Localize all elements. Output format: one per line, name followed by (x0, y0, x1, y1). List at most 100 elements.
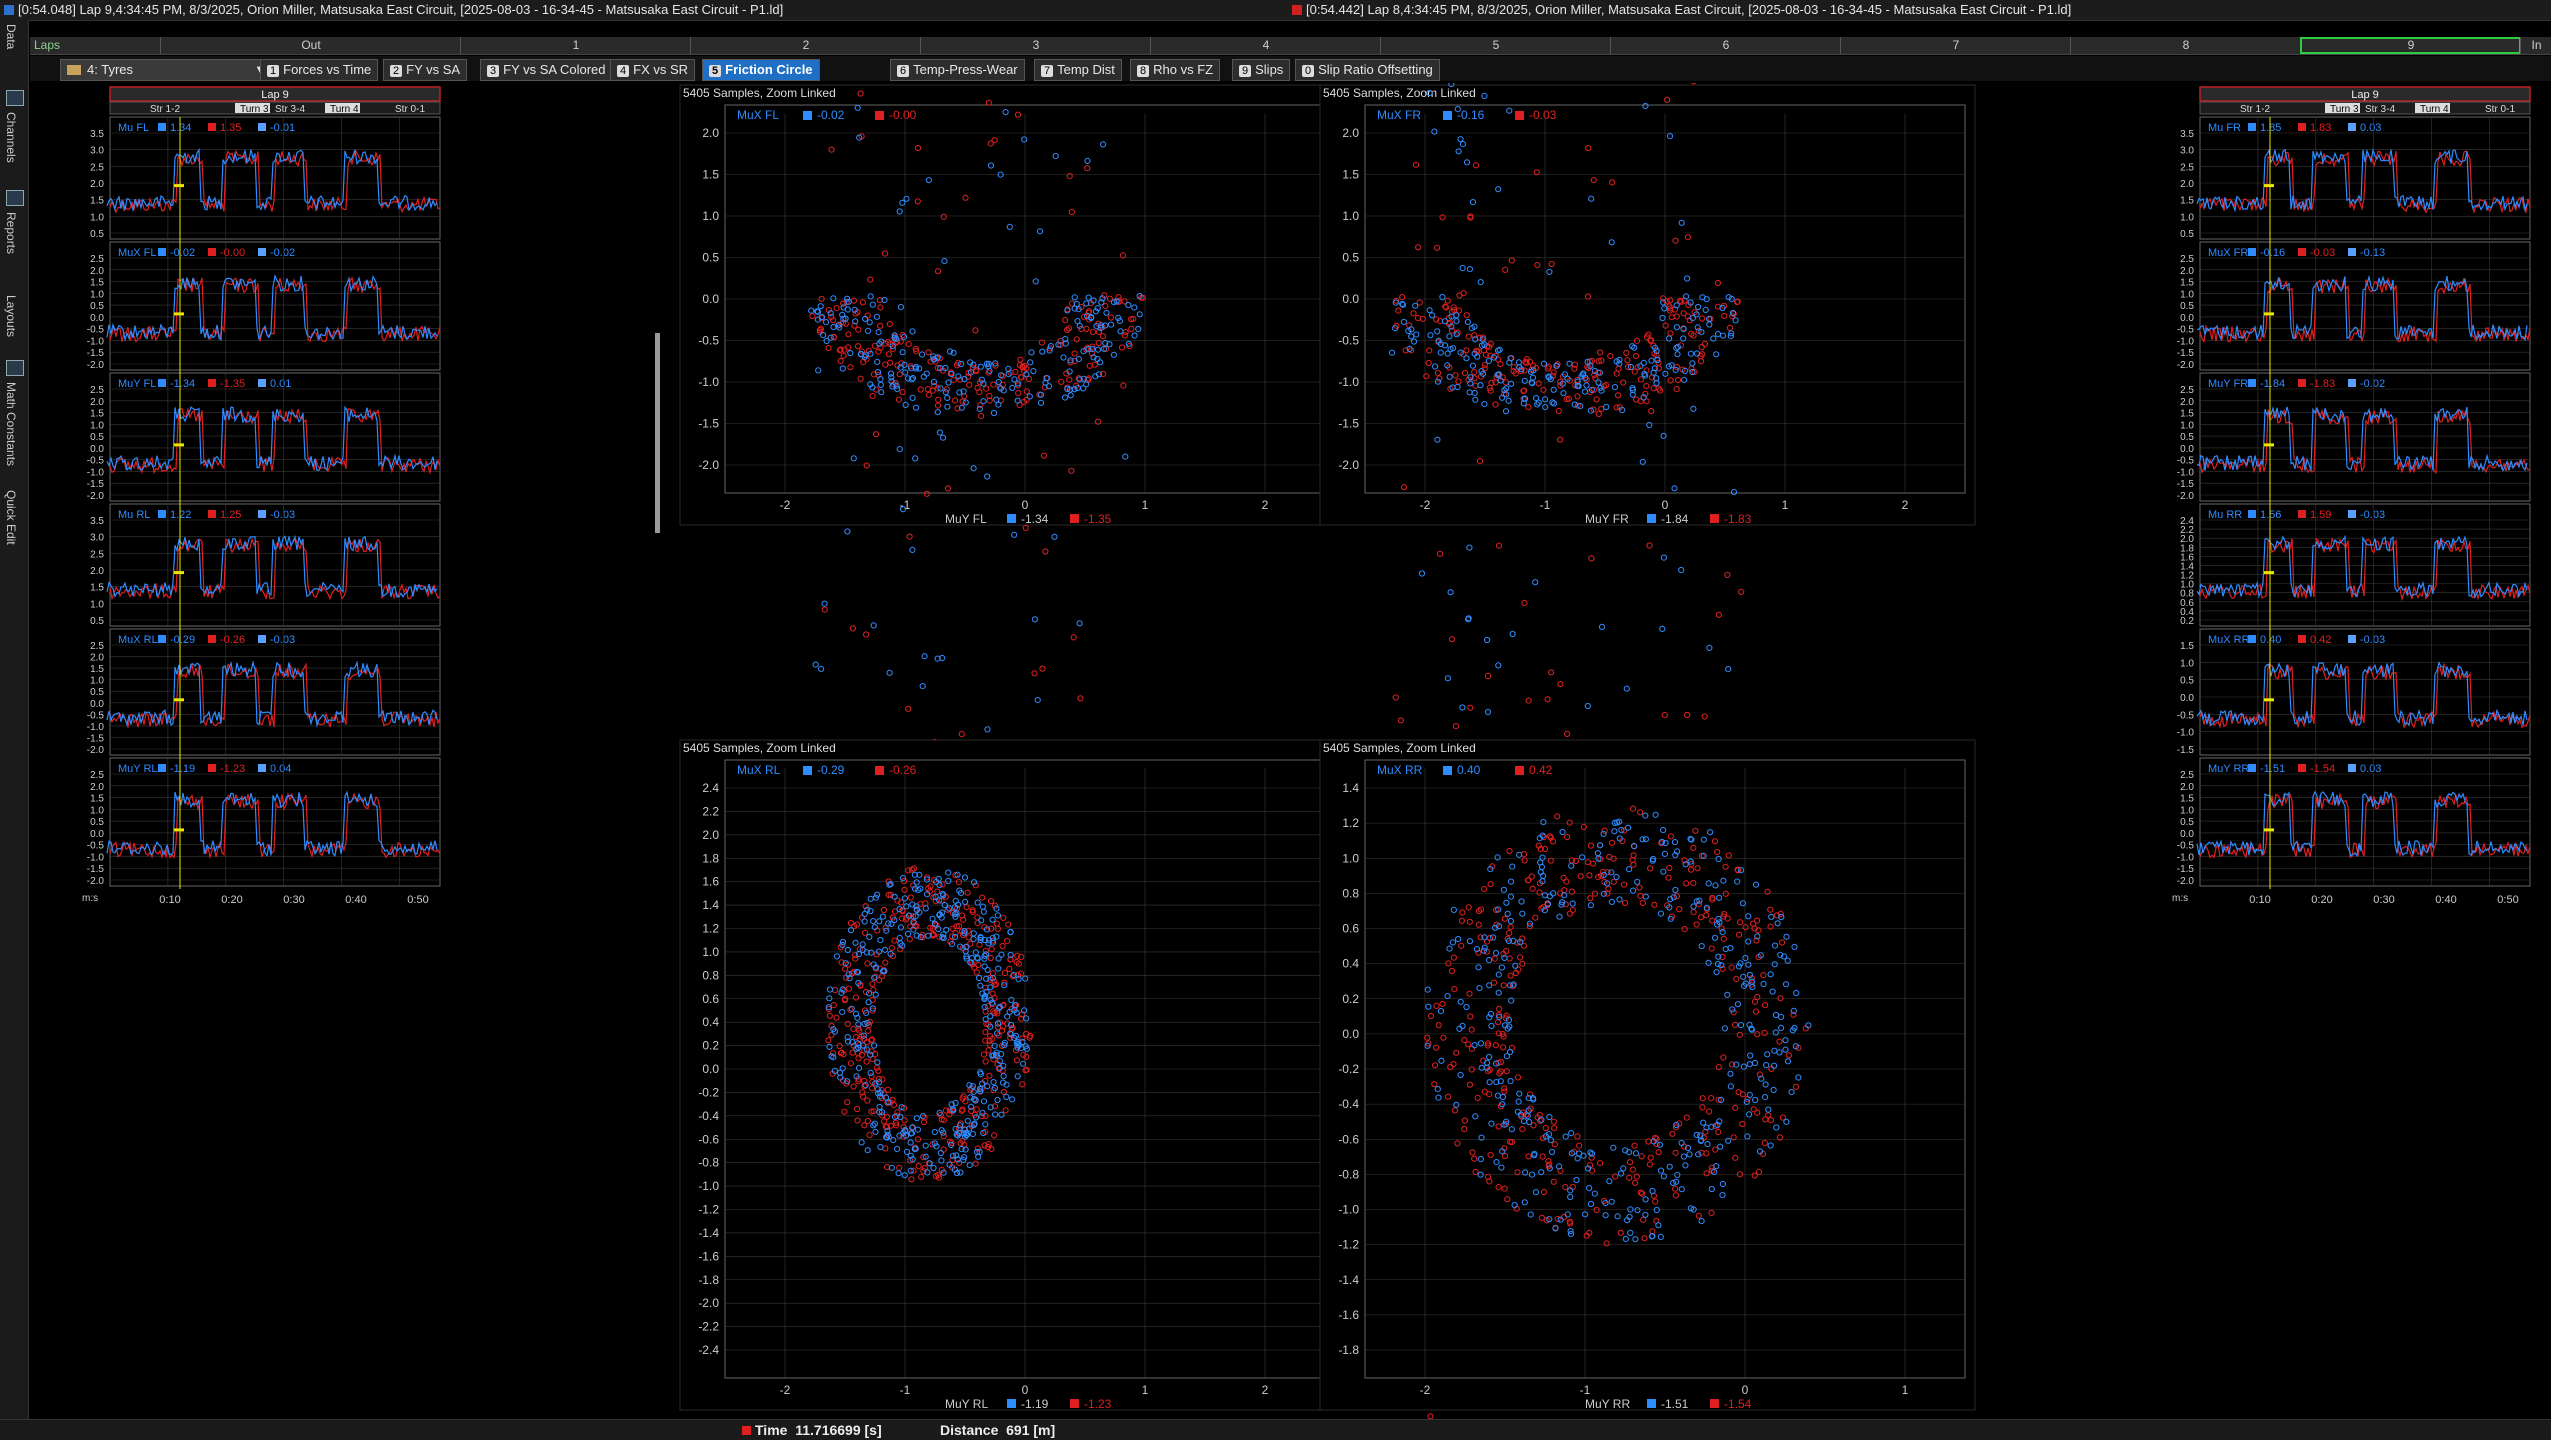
tab-fy-vs-sa-colored[interactable]: 3 FY vs SA Colored (480, 59, 613, 81)
channel-plot-mu-fr[interactable]: Mu FR 1.85 1.83 0.033.53.02.52.01.51.00.5 (2180, 116, 2531, 240)
y-tick-label: -1.0 (698, 1179, 719, 1193)
lap-header[interactable] (109, 86, 441, 102)
blue-sample-point (882, 1094, 890, 1101)
lap-cell-1[interactable]: 1 (460, 37, 691, 54)
blue-sample-point (851, 306, 858, 313)
lap-header[interactable] (2199, 86, 2531, 102)
workbook-selector[interactable]: 4: Tyres ▼ (60, 59, 274, 81)
blue-sample-point (823, 337, 830, 345)
sidebar-tab-channels[interactable]: Channels (4, 112, 18, 163)
x-tick-label: 1 (1142, 498, 1149, 512)
red-sample-point (1487, 881, 1494, 888)
blue-series-icon (2248, 510, 2256, 518)
blue-sample-point (1714, 960, 1722, 968)
red-sample-point (1790, 1011, 1797, 1018)
red-sample-point (946, 1111, 953, 1118)
y-tick-label: 0.5 (2180, 676, 2194, 687)
blue-sample-point (1502, 408, 1510, 415)
tab-friction-circle[interactable]: 5 Friction Circle (702, 59, 820, 81)
blue-sample-point (1492, 949, 1500, 957)
sidebar-tab-data[interactable]: Data (4, 24, 18, 50)
pi-math-icon[interactable] (6, 360, 24, 376)
blue-sample-point (845, 1038, 852, 1045)
red-sample-point (946, 1107, 953, 1114)
channel-plot-muy-fl[interactable]: MuY FL -1.34 -1.35 0.012.52.01.51.00.50.0-0… (87, 372, 441, 502)
tab-slips[interactable]: 9 Slips (1232, 59, 1291, 81)
blue-series-icon (1647, 514, 1656, 523)
channel-plot-muy-rr[interactable]: MuY RR -1.51 -1.54 0.032.52.01.51.00.50.0-0… (2177, 757, 2531, 887)
tab-fy-vs-sa[interactable]: 2 FY vs SA (383, 59, 468, 81)
blue-sample-point (1690, 903, 1697, 910)
blue-sample-point (1062, 394, 1069, 401)
blue-sample-point (1000, 387, 1007, 394)
lap-cell-9[interactable]: 9 (2300, 37, 2521, 54)
channel-plot-mux-rr[interactable]: MuX RR 0.40 0.42 -0.031.51.00.50.0-0.5-1.0-… (2177, 628, 2531, 756)
tab-fx-vs-sr[interactable]: 4 FX vs SR (610, 59, 696, 81)
channel-plot-mux-rl[interactable]: MuX RL -0.29 -0.26 -0.032.52.01.51.00.50.0-… (87, 628, 441, 756)
channel-plot-mu-rr[interactable]: Mu RR 1.56 1.59 -0.032.42.22.01.81.61.41.21… (2180, 503, 2531, 627)
x-channel-name: MuY FR (1585, 512, 1629, 526)
tab-temp-press-wear[interactable]: 6 Temp-Press-Wear (890, 59, 1025, 81)
channel-plot-muy-rl[interactable]: MuY RL -1.19 -1.23 0.042.52.01.51.00.50.0-0… (87, 757, 441, 887)
lap-cell-2[interactable]: 2 (690, 37, 921, 54)
blue-sample-point (912, 913, 919, 920)
red-sample-point (1485, 1068, 1492, 1075)
red-sample-point (1088, 350, 1096, 357)
lap-cell-in[interactable]: In (2520, 37, 2551, 54)
red-sample-point (1461, 1125, 1468, 1133)
blue-sample-point (1752, 881, 1760, 888)
lap-cell-7[interactable]: 7 (1840, 37, 2071, 54)
channel-plot-mux-fl[interactable]: MuX FL -0.02 -0.00 -0.022.52.01.51.00.50.0-… (87, 241, 441, 371)
blue-sample-point (1719, 1180, 1727, 1188)
red-sample-point (934, 402, 942, 409)
toolbar-icon-1[interactable] (6, 90, 24, 106)
blue-sample-point (831, 1067, 839, 1075)
y-tick-label: 0.0 (2180, 829, 2194, 840)
blue-sample-point (1767, 1142, 1774, 1149)
blue-sample-point (839, 311, 846, 318)
blue-sample-point (1009, 1096, 1016, 1103)
red-sample-point (1507, 1138, 1514, 1145)
red-sample-point (1709, 894, 1716, 901)
tab-forces-vs-time[interactable]: 1 Forces vs Time (260, 59, 379, 81)
tab-slip-ratio-offsetting[interactable]: 0 Slip Ratio Offsetting (1295, 59, 1440, 81)
lap-cell-6[interactable]: 6 (1610, 37, 1841, 54)
blue-sample-point (847, 349, 854, 357)
blue-sample-point (1517, 939, 1524, 946)
red-sample-point (821, 606, 828, 613)
red-sample-point (1139, 294, 1147, 301)
lap-cell-3[interactable]: 3 (920, 37, 1151, 54)
channel-plot-mu-rl[interactable]: Mu RL 1.22 1.25 -0.033.53.02.52.01.51.00.5 (90, 503, 441, 627)
sidebar-tab-layouts[interactable]: Layouts (4, 295, 18, 338)
y-blue-value: -0.16 (1457, 108, 1485, 122)
blue-sample-point (1626, 1213, 1633, 1221)
red-sample-point (1014, 972, 1022, 979)
lap-cell-4[interactable]: 4 (1150, 37, 1381, 54)
zoom-icon[interactable] (6, 190, 24, 206)
channel-plot-muy-fr[interactable]: MuY FR -1.84 -1.83 -0.022.52.01.51.00.50.0-… (2177, 372, 2531, 502)
tab-rho-vs-fz[interactable]: 8 Rho vs FZ (1130, 59, 1221, 81)
red-sample-point (1693, 921, 1700, 928)
sidebar-tab-math-constants[interactable]: Math Constants (4, 382, 18, 467)
channel-plot-mux-fr[interactable]: MuX FR -0.16 -0.03 -0.132.52.01.51.00.50.0-… (2177, 241, 2531, 371)
lap-cell-5[interactable]: 5 (1380, 37, 1611, 54)
lap-cell-out[interactable]: Out (160, 37, 461, 54)
blue-sample-point (984, 1083, 991, 1090)
blue-trace-line (2196, 534, 2528, 599)
red-sample-point (1467, 704, 1474, 711)
channel-plot-mu-fl[interactable]: Mu FL 1.34 1.35 -0.013.53.02.52.01.51.00.5 (90, 116, 441, 240)
lap-cell-8[interactable]: 8 (2070, 37, 2301, 54)
y-tick-label: 1.5 (2180, 278, 2194, 289)
blue-sample-point (1689, 368, 1696, 376)
sidebar-tab-reports[interactable]: Reports (4, 212, 18, 255)
blue-value: -1.19 (170, 763, 195, 775)
delta-value: -0.03 (2360, 634, 2385, 646)
vertical-scrollbar[interactable] (655, 333, 660, 533)
sidebar-tab-quick-edit[interactable]: Quick Edit (4, 490, 18, 545)
tab-temp-dist[interactable]: 7 Temp Dist (1034, 59, 1122, 81)
